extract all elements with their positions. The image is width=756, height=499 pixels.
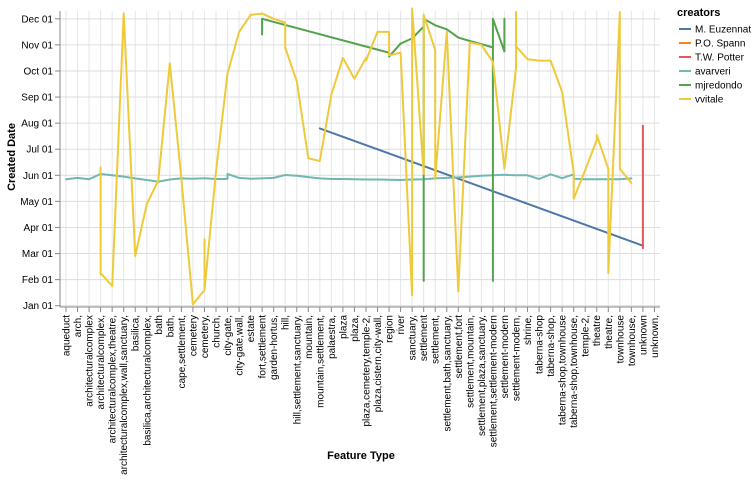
x-tick-label: region xyxy=(385,315,396,343)
x-tick-label: settlement, xyxy=(431,315,442,364)
x-tick-label: bath xyxy=(154,315,165,334)
x-tick-label: city-gate, xyxy=(223,315,234,356)
gridlines xyxy=(60,11,660,307)
legend-label: mjredondo xyxy=(695,81,743,92)
x-tick-label: townhouse xyxy=(615,315,626,364)
x-tick-label: hill, xyxy=(281,315,292,330)
x-tick-label: cape,settlement, xyxy=(177,315,188,388)
x-tick-label: unknown, xyxy=(650,315,661,358)
legend-label: vvitale xyxy=(695,95,724,106)
x-tick-label: architecturalcomplex xyxy=(85,315,96,407)
x-tick-label: theatre xyxy=(592,315,603,347)
x-axis-title: Feature Type xyxy=(327,450,395,462)
x-tick-label: plaza,cistern,city-wall, xyxy=(373,315,384,412)
x-tick-label: garden-hortus, xyxy=(269,315,280,380)
x-tick-label: plaza, xyxy=(350,315,361,342)
x-tick-label: fort,settlement xyxy=(258,315,269,379)
x-tick-label: temple-2, xyxy=(581,315,592,357)
y-tick-label: May 01 xyxy=(20,197,53,208)
x-tick-label: settlement-modern xyxy=(500,315,511,398)
x-tick-label: estate xyxy=(246,315,257,343)
y-tick-label: Jun 01 xyxy=(23,171,53,182)
x-tick-label: aqueduct xyxy=(62,315,73,356)
x-tick-label: taberna-shop xyxy=(535,315,546,374)
y-tick-label: Nov 01 xyxy=(21,40,53,51)
x-tick-label: city-gate,wall, xyxy=(235,315,246,376)
y-tick-label: Mar 01 xyxy=(22,249,54,260)
legend-label: P.O. Spann xyxy=(695,39,745,50)
x-tick-label: palaestra, xyxy=(327,315,338,359)
plot-area xyxy=(65,7,644,306)
x-tick-label: townhouse, xyxy=(627,315,638,366)
y-tick-label: Sep 01 xyxy=(21,93,53,104)
y-tick-label: Jul 01 xyxy=(26,145,53,156)
y-tick-label: Feb 01 xyxy=(22,275,54,286)
legend: creators M. Euzennat P.O. Spann T.W. Potte… xyxy=(677,7,751,106)
x-tick-label: cemetery, xyxy=(200,315,211,358)
y-axis-title: Created Date xyxy=(6,123,18,191)
x-tick-label: river xyxy=(396,314,407,334)
x-tick-label: church, xyxy=(211,315,222,348)
x-tick-label: plaza,cemetery,temple-2, xyxy=(361,315,372,427)
y-tick-label: Oct 01 xyxy=(24,66,54,77)
x-tick-label: basilica,architecturalcomplex, xyxy=(142,315,153,446)
x-tick-label: taberna-shop,townhouse, xyxy=(569,315,580,428)
x-tick-label: mountain,settlement, xyxy=(315,315,326,408)
x-tick-label: cemetery xyxy=(188,315,199,356)
x-tick-label: shrine, xyxy=(523,315,534,345)
x-tick-label: settlement,mountain, xyxy=(465,315,476,408)
y-tick-label: Dec 01 xyxy=(21,14,53,25)
legend-label: M. Euzennat xyxy=(695,25,751,36)
x-tick-label: architecturalcomplex, xyxy=(96,315,107,409)
series-line xyxy=(99,7,633,306)
x-tick-label: sanctuary, xyxy=(408,315,419,360)
x-tick-label: basilica, xyxy=(131,315,142,351)
x-tick-label: theatre, xyxy=(604,315,615,349)
x-tick-label: arch, xyxy=(73,315,84,337)
x-tick-label: settlement xyxy=(419,315,430,361)
x-tick-label: settlement,plaza,sanctuary, xyxy=(477,315,488,436)
x-tick-label: settlement,bath,sanctuary, xyxy=(442,315,453,432)
x-tick-label: architecturalcomplex,wall,sanctuary, xyxy=(119,315,130,475)
legend-label: avarveri xyxy=(695,67,731,78)
y-tick-label: Jan 01 xyxy=(23,301,53,312)
legend-title: creators xyxy=(677,7,720,19)
x-tick-label: taberna-shop, xyxy=(546,315,557,377)
series-line xyxy=(318,127,644,247)
x-tick-label: mountain, xyxy=(304,315,315,359)
x-tick-label: settlement,fort xyxy=(454,315,465,379)
series-line xyxy=(261,17,506,282)
x-tick-label: hill,settlement,sanctuary, xyxy=(292,315,303,424)
x-tick-label: taberna-shop,townhouse xyxy=(558,315,569,426)
y-tick-label: Apr 01 xyxy=(24,223,54,234)
x-tick-label: architecturalcomplex,theatre, xyxy=(108,315,119,443)
x-tick-label: plaza xyxy=(338,315,349,339)
x-tick-label: unknown xyxy=(638,315,649,355)
x-tick-label: settlement,settlement-modern xyxy=(488,315,499,447)
series-line xyxy=(65,173,633,183)
x-tick-label: settlement-modern, xyxy=(511,315,522,401)
x-tick-label: bath, xyxy=(165,315,176,337)
axes: Jan 01 Feb 01 Mar 01 Apr 01 May 01 Jun 01 Jul … xyxy=(20,11,661,475)
legend-label: T.W. Potter xyxy=(695,53,745,64)
y-tick-label: Aug 01 xyxy=(21,119,53,130)
